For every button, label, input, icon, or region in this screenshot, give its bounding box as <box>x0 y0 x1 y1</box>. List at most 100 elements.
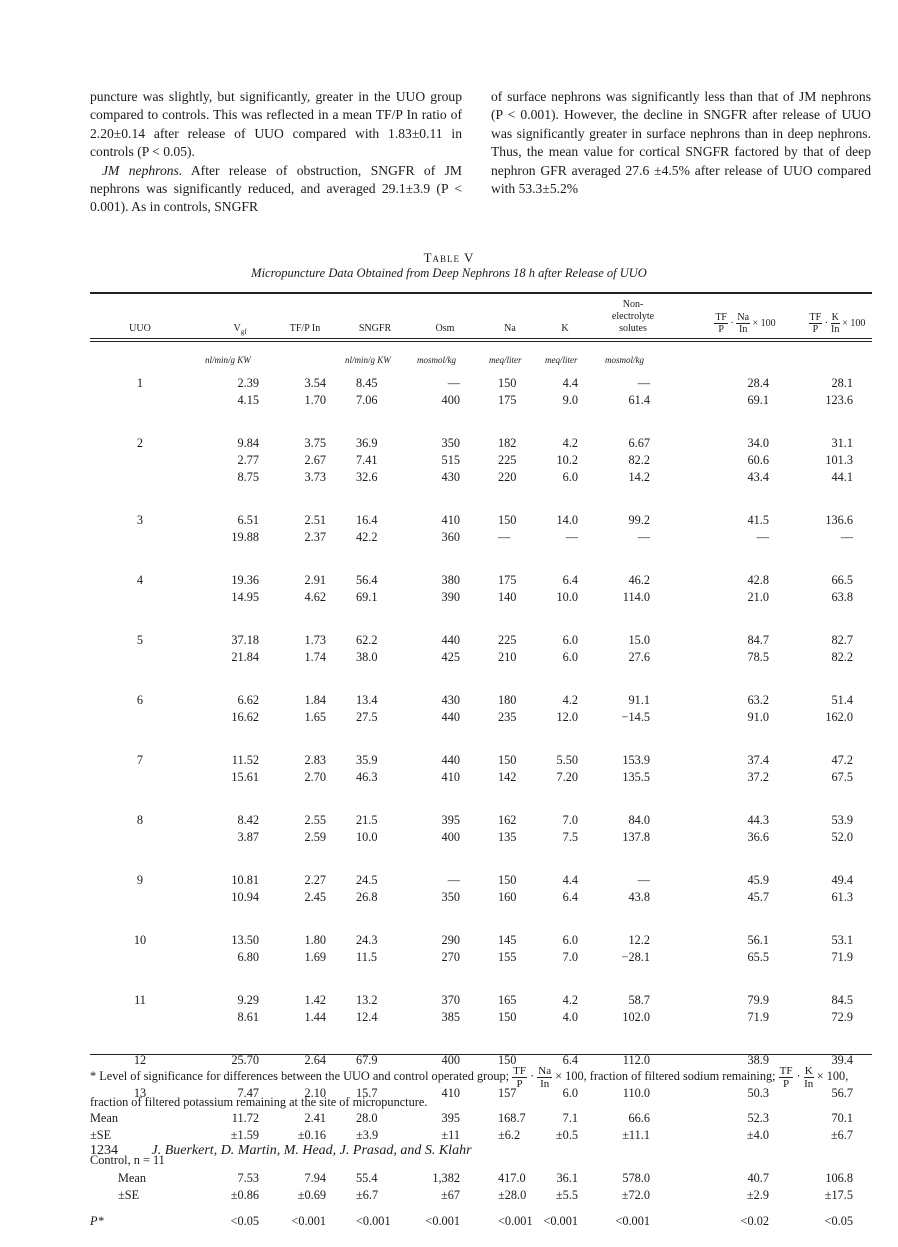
table-cell: 15.0 <box>628 633 650 647</box>
unit-osm: mosmol/kg <box>417 355 456 365</box>
table-cell: 380 <box>441 573 460 587</box>
table-cell: 79.9 <box>747 993 769 1007</box>
table-cell: 21.0 <box>747 590 769 604</box>
table-cell: 155 <box>498 950 517 964</box>
table-cell: 14.0 <box>556 513 578 527</box>
row-label: 12 <box>133 1053 147 1067</box>
unit-k: meq/liter <box>545 355 578 365</box>
table-cell: 36.9 <box>356 436 378 450</box>
table-cell: ±2.9 <box>746 1188 769 1202</box>
table-cell: 37.4 <box>747 753 769 767</box>
times-100: × 100 <box>842 317 866 329</box>
table-cell: 50.3 <box>747 1086 769 1100</box>
table-row: 3 6.51 2.51 16.4 410 150 14.0 99.2 41.5 136.6 <box>0 513 898 530</box>
table-cell: 8.42 <box>237 813 259 827</box>
table-cell: 11.52 <box>231 753 259 767</box>
header-sngfr: SNGFR <box>358 323 392 334</box>
table-cell: 175 <box>498 393 517 407</box>
body-column-left: puncture was slightly, but significantly… <box>90 88 462 217</box>
table-cell: 440 <box>441 633 460 647</box>
table-cell: 53.9 <box>831 813 853 827</box>
table-cell: 34.0 <box>747 436 769 450</box>
table-cell: 6.0 <box>562 633 578 647</box>
table-cell: 38.0 <box>356 650 378 664</box>
table-cell: 110.0 <box>622 1086 650 1100</box>
table-cell: 26.8 <box>356 890 378 904</box>
unit-sngfr: nl/min/g KW <box>345 355 391 365</box>
header-na-fraction: TF P · Na In × 100 <box>714 312 776 335</box>
table-cell: ±6.2 <box>498 1128 521 1142</box>
table-cell: 82.2 <box>628 453 650 467</box>
table-cell: 7.06 <box>356 393 378 407</box>
table-row: 8.75 3.73 32.6 430 220 6.0 14.2 43.4 44.1 <box>0 470 898 487</box>
table-cell: 44.3 <box>747 813 769 827</box>
table-cell: 14.2 <box>628 470 650 484</box>
table-cell: 24.3 <box>356 933 378 947</box>
table-cell: 2.67 <box>304 453 326 467</box>
table-row: 1 2.39 3.54 8.45 — 150 4.4 — 28.4 28.1 <box>0 376 898 393</box>
header-text: Non- <box>622 299 644 310</box>
table-cell: ±6.7 <box>356 1188 379 1202</box>
table-cell: 114.0 <box>622 590 650 604</box>
table-cell: 5.50 <box>556 753 578 767</box>
table-cell: 13.4 <box>356 693 378 707</box>
table-cell: 2.45 <box>304 890 326 904</box>
table-cell: 168.7 <box>498 1111 526 1125</box>
table-cell: 4.62 <box>304 590 326 604</box>
table-row: P* <0.05 <0.001 <0.001 <0.001 <0.001 <0.001 <0.… <box>0 1214 898 1231</box>
table-cell: 65.5 <box>747 950 769 964</box>
table-cell: 150 <box>498 1053 517 1067</box>
row-label: 8 <box>136 813 144 827</box>
table-cell: 410 <box>441 513 460 527</box>
table-row: 7 11.52 2.83 35.9 440 150 5.50 153.9 37.4 47.2 <box>0 753 898 770</box>
table-row: 10.94 2.45 26.8 350 160 6.4 43.8 45.7 61.3 <box>0 890 898 907</box>
table-cell: 82.7 <box>831 633 853 647</box>
header-rule <box>90 341 872 342</box>
table-cell: 440 <box>441 710 460 724</box>
table-row: 2.77 2.67 7.41 515 225 10.2 82.2 60.6 101.3 <box>0 453 898 470</box>
table-cell: 2.51 <box>304 513 326 527</box>
table-row: 12 25.70 2.64 67.9 400 150 6.4 112.0 38.9 39.4 <box>0 1053 898 1070</box>
table-cell: 63.8 <box>831 590 853 604</box>
frac-den: In <box>804 1077 814 1090</box>
table-cell: ±67 <box>440 1188 460 1202</box>
table-cell: 153.9 <box>622 753 650 767</box>
table-cell: 4.2 <box>562 993 578 1007</box>
table-cell: 28.4 <box>747 376 769 390</box>
table-cell: 2.10 <box>304 1086 326 1100</box>
table-cell: — <box>498 530 511 544</box>
table-cell: 14.95 <box>231 590 259 604</box>
table-cell: 56.4 <box>356 573 378 587</box>
table-row: 21.84 1.74 38.0 425 210 6.0 27.6 78.5 82.2 <box>0 650 898 667</box>
table-cell: 7.41 <box>356 453 378 467</box>
table-cell: 10.81 <box>231 873 259 887</box>
table-cell: 11.5 <box>356 950 378 964</box>
table-cell: ±11.1 <box>622 1128 650 1142</box>
header-vg-sub: gf <box>240 328 247 336</box>
table-cell: 220 <box>498 470 517 484</box>
table-cell: 350 <box>441 890 460 904</box>
table-cell: 31.1 <box>831 436 853 450</box>
table-cell: 42.8 <box>747 573 769 587</box>
table-cell: 3.54 <box>304 376 326 390</box>
table-cell: 28.1 <box>831 376 853 390</box>
table-cell: 37.2 <box>747 770 769 784</box>
table-cell: 46.3 <box>356 770 378 784</box>
footnote: * Level of significance for differences … <box>90 1064 849 1109</box>
frac-num: K <box>830 312 840 324</box>
table-cell: 99.2 <box>628 513 650 527</box>
table-cell: 2.55 <box>304 813 326 827</box>
times-100: × 100 <box>752 317 776 329</box>
table-row: 13 7.47 2.10 15.7 410 157 6.0 110.0 50.3 56.7 <box>0 1086 898 1103</box>
table-cell: ±1.59 <box>230 1128 259 1142</box>
table-cell: ±6.7 <box>830 1128 853 1142</box>
paragraph: of surface nephrons was significantly le… <box>491 89 871 197</box>
header-vg: Vgf <box>220 323 260 336</box>
table-cell: 225 <box>498 453 517 467</box>
table-cell: 15.61 <box>231 770 259 784</box>
table-cell: 136.6 <box>825 513 853 527</box>
table-cell: 19.88 <box>231 530 259 544</box>
table-cell: 4.2 <box>562 693 578 707</box>
table-cell: ±28.0 <box>498 1188 527 1202</box>
paragraph: puncture was slightly, but significantly… <box>90 89 462 160</box>
